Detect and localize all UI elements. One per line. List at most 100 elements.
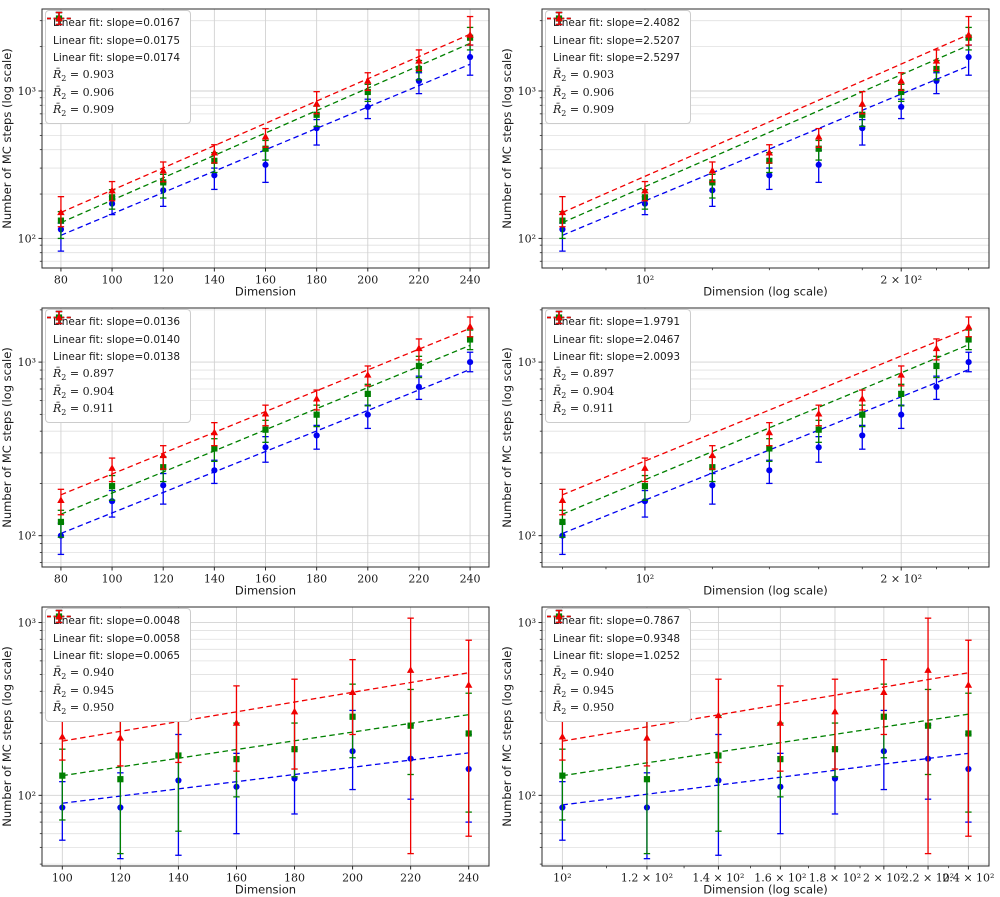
legend-item-marker-blue: R̄2 = 0.903: [553, 11, 680, 85]
x-tick-label: 240: [458, 872, 479, 885]
legend-dash-swatch: [47, 615, 71, 618]
tick-labels: 10² 2 × 10² 10² 10³: [518, 309, 970, 586]
legend-item-marker-green: R̄2 = 0.945: [553, 609, 680, 700]
legend-item-fit-blue: Linear fit: slope=0.0048: [47, 613, 180, 630]
x-tick-label: 220: [408, 573, 429, 586]
data-series-red: [57, 15, 474, 228]
legend-fit-label: Linear fit: slope=2.0467: [553, 333, 681, 346]
tick-labels: 80 100 120 140 160 180 200 220 240 10² 10³: [18, 309, 481, 586]
legend-r2-label: R̄2 = 0.945: [53, 683, 115, 699]
legend-item-fit-red: Linear fit: slope=1.0252: [547, 615, 680, 665]
x-tick-label: 2 × 10²: [863, 872, 905, 885]
plot-border: [541, 8, 990, 269]
legend-r2-label: R̄2 = 0.906: [53, 85, 115, 101]
x-axis-label: Dimension: [235, 883, 296, 897]
y-tick-label: 10²: [518, 789, 536, 802]
panel-bottom-left: 100 120 140 160 180 200 220 240 10² 10³ Dimension N…: [0, 598, 500, 897]
data-series-blue: [57, 351, 474, 556]
x-tick-label: 140: [168, 872, 189, 885]
legend-dash-swatch: [547, 615, 571, 618]
legend-fit-label: Linear fit: slope=2.5207: [553, 34, 681, 47]
legend-fit-label: Linear fit: slope=0.0058: [53, 632, 181, 645]
legend-item-fit-green: Linear fit: slope=0.9348: [547, 615, 680, 648]
legend-marker-swatch: [555, 609, 563, 624]
legend-marker-swatch: [555, 11, 563, 26]
x-tick-label: 10²: [636, 274, 654, 287]
legend-dash-swatch: [547, 316, 571, 319]
legend-dash-swatch: [47, 17, 71, 20]
x-tick-label: 2 × 10²: [880, 573, 922, 586]
legend-item-marker-red: R̄2 = 0.950: [553, 609, 680, 718]
y-tick-label: 10³: [18, 617, 36, 630]
y-axis-label: Number of MC steps (log scale): [0, 646, 14, 827]
legend-item-fit-red: Linear fit: slope=0.0065: [47, 615, 180, 665]
y-axis-label: Number of MC steps (log scale): [0, 347, 14, 528]
x-tick-label: 180: [284, 872, 305, 885]
panel-mid-left: 80 100 120 140 160 180 200 220 240 10² 10³ Dimensio…: [0, 299, 500, 598]
legend-r2-label: R̄2 = 0.897: [53, 367, 115, 383]
legend-item-fit-blue: Linear fit: slope=0.0136: [47, 314, 180, 331]
tick-labels: 100 120 140 160 180 200 220 240 10² 10³: [18, 617, 480, 885]
legend-r2-label: R̄2 = 0.911: [53, 402, 115, 418]
legend-r2-label: R̄2 = 0.906: [553, 85, 615, 101]
x-tick-label: 120: [110, 872, 131, 885]
legend-item-fit-green: Linear fit: slope=2.5207: [547, 17, 681, 50]
legend-item-marker-green: R̄2 = 0.906: [53, 11, 180, 102]
legend-item-fit-blue: Linear fit: slope=0.7867: [547, 613, 681, 630]
legend-item-marker-red: R̄2 = 0.911: [53, 310, 180, 419]
fit-line-green: [562, 713, 969, 777]
legend-dash-swatch: [547, 17, 571, 20]
fit-line-red: [60, 33, 471, 214]
x-tick-label: 1.2 × 10²: [621, 872, 673, 885]
plot-border: [41, 606, 490, 867]
data-series-red: [558, 15, 973, 228]
panel-bottom-right: 10² 1.2 × 10² 1.4 × 10² 1.6 × 10² 1.8 × 10² 2…: [500, 598, 1000, 897]
panel-top-left: 80 100 120 140 160 180 200 220 240 10² 10³ Dimensio…: [0, 0, 500, 299]
x-tick-label: 200: [342, 872, 363, 885]
legend-item-marker-red: R̄2 = 0.950: [53, 609, 180, 718]
x-tick-label: 120: [153, 274, 174, 287]
y-minor-gridlines: [542, 309, 989, 563]
tick-labels: 10² 2 × 10² 10² 10³: [518, 20, 970, 287]
fit-line-blue: [562, 65, 969, 236]
x-tick-label: 200: [357, 573, 378, 586]
legend-item-marker-red: R̄2 = 0.911: [553, 310, 680, 419]
x-tick-label: 10²: [636, 573, 654, 586]
legend-fit-label: Linear fit: slope=0.7867: [553, 615, 681, 628]
data-series-red: [558, 316, 973, 516]
fit-line-green: [562, 344, 969, 515]
legend-item-marker-green: R̄2 = 0.904: [53, 310, 180, 401]
x-tick-label: 2 × 10²: [880, 274, 922, 287]
x-tick-label: 220: [408, 274, 429, 287]
legend-r2-label: R̄2 = 0.940: [53, 666, 115, 682]
legend-marker-swatch: [555, 310, 563, 325]
y-tick-label: 10³: [518, 85, 536, 98]
fit-line-green: [62, 714, 469, 777]
tick-labels: 80 100 120 140 160 180 200 220 240 10² 10³: [18, 20, 481, 287]
legend-item-fit-green: Linear fit: slope=0.0175: [47, 17, 180, 50]
x-tick-label: 160: [226, 872, 247, 885]
x-tick-label: 10²: [553, 872, 571, 885]
x-axis-label: Dimension (log scale): [703, 584, 828, 598]
legend-item-marker-blue: R̄2 = 0.940: [53, 609, 180, 683]
legend-r2-label: R̄2 = 0.904: [53, 384, 115, 400]
tick-labels: 10² 1.2 × 10² 1.4 × 10² 1.6 × 10² 1.8 × 10² 2…: [518, 617, 995, 885]
x-tick-label: 160: [255, 573, 276, 586]
y-tick-label: 10³: [18, 356, 36, 369]
legend-r2-label: R̄2 = 0.904: [553, 384, 615, 400]
x-tick-label: 2.2 × 10²: [902, 872, 954, 885]
x-tick-label: 160: [255, 274, 276, 287]
legend-item-fit-red: Linear fit: slope=0.0138: [47, 316, 180, 366]
y-axis-label: Number of MC steps (log scale): [500, 646, 514, 827]
legend-item-marker-red: R̄2 = 0.909: [53, 11, 180, 120]
x-axis-label: Dimension (log scale): [703, 883, 828, 897]
x-tick-label: 1.8 × 10²: [809, 872, 861, 885]
plot-border: [541, 606, 990, 867]
legend-r2-label: R̄2 = 0.940: [553, 666, 615, 682]
fit-line-red: [562, 327, 969, 496]
legend-item-fit-green: Linear fit: slope=0.0140: [47, 316, 180, 349]
data-series-green: [559, 329, 972, 538]
x-tick-label: 1.4 × 10²: [692, 872, 744, 885]
x-tick-label: 100: [102, 573, 123, 586]
